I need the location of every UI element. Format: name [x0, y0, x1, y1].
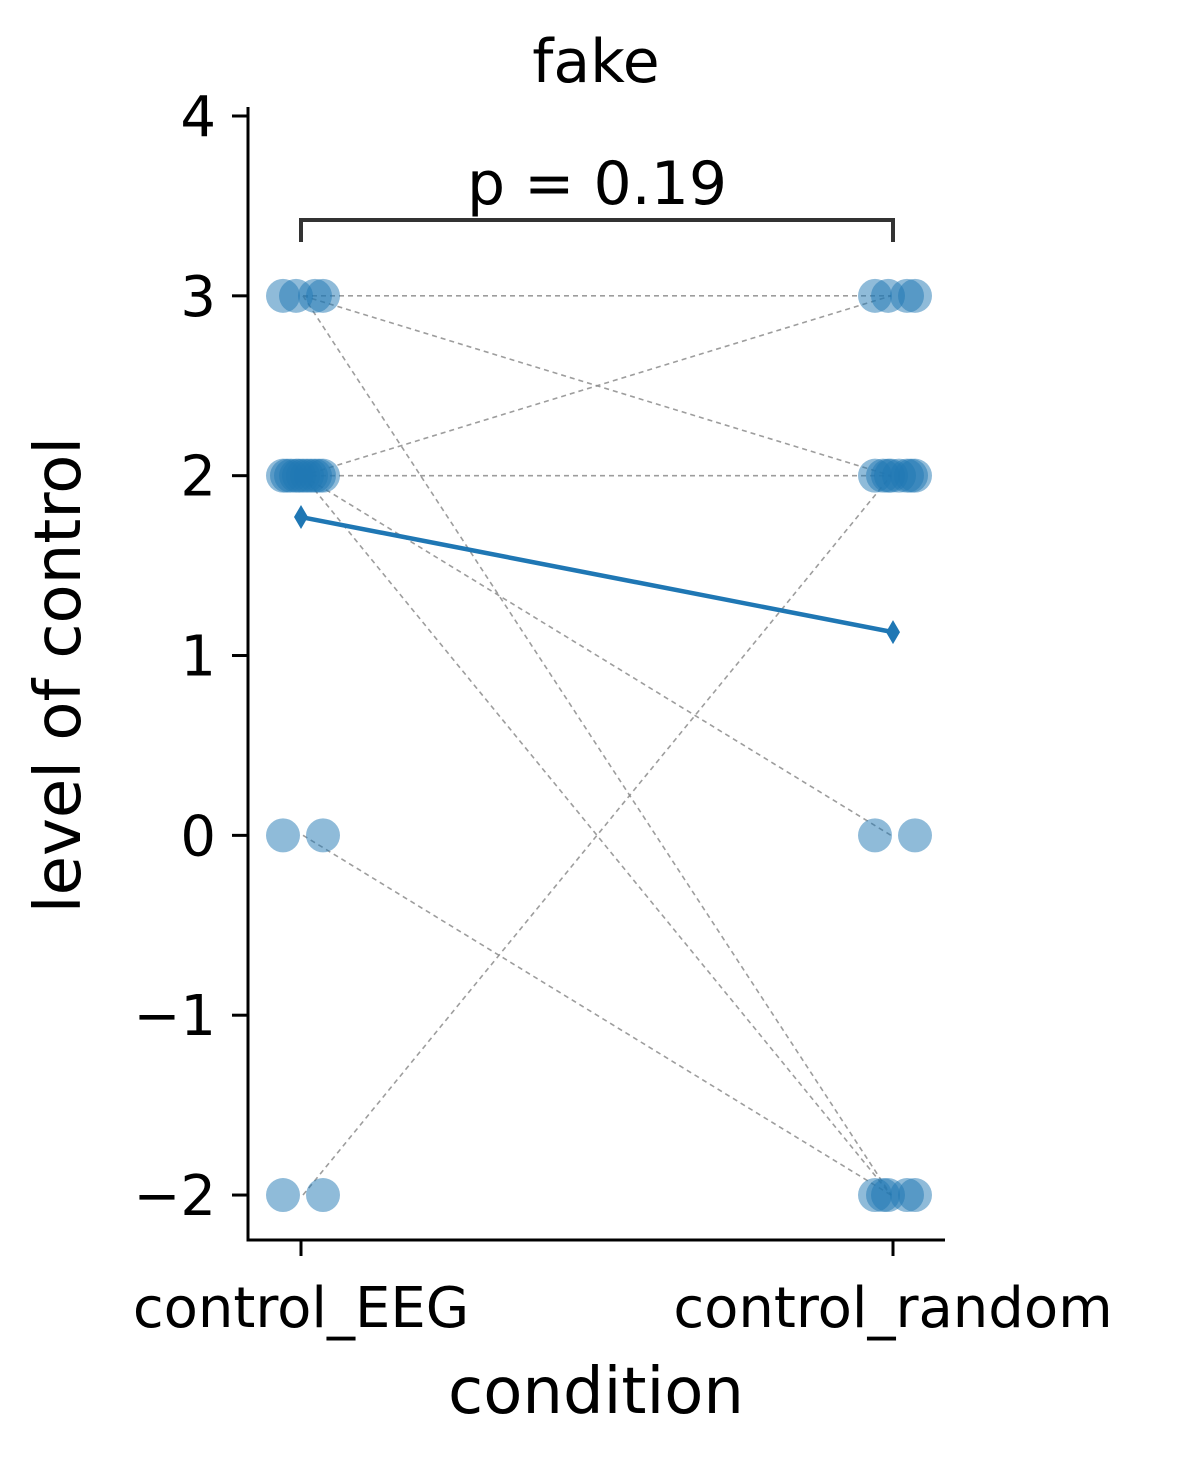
mean-line [300, 514, 894, 635]
y-tick-label: 4 [180, 85, 216, 150]
data-point [298, 278, 332, 313]
pair-line [302, 834, 892, 1196]
y-tick-label: −2 [133, 1164, 216, 1229]
pair-line [302, 295, 892, 1196]
data-point [286, 458, 320, 493]
y-tick-label: 3 [180, 265, 216, 330]
pair-line [302, 474, 892, 837]
data-points [266, 278, 932, 1213]
y-tick-label: −1 [133, 984, 216, 1049]
data-point [874, 458, 908, 493]
mean-marker [294, 505, 308, 530]
data-point [866, 1178, 900, 1213]
data-point [306, 1178, 340, 1213]
x-tick-label: control_random [673, 1276, 1112, 1341]
y-axis-label: level of control [22, 437, 96, 913]
data-point [898, 818, 932, 853]
significance-annotation: p = 0.19 [299, 149, 895, 242]
data-point [858, 818, 892, 853]
data-point [266, 1178, 300, 1213]
data-point [890, 278, 924, 313]
data-point [306, 818, 340, 853]
x-axis-label: condition [448, 1355, 744, 1429]
pair-line [302, 475, 892, 1196]
x-tick-label: control_EEG [133, 1276, 469, 1341]
significance-bracket [299, 218, 895, 242]
p-value-label: p = 0.19 [467, 149, 727, 219]
data-point [890, 1178, 924, 1213]
pair-line [302, 475, 892, 1196]
axes: 4 3 2 1 0 −1 −2 control_EEG control_random [133, 85, 1113, 1341]
pair-lines [302, 295, 892, 1196]
pair-line [302, 295, 892, 477]
y-tick-label: 0 [180, 804, 216, 869]
mean-marker [886, 620, 900, 645]
y-tick-label: 2 [180, 445, 216, 510]
y-tick-label: 1 [180, 625, 216, 690]
data-point [266, 818, 300, 853]
mean-line-group [294, 505, 900, 645]
chart-title: fake [532, 27, 659, 97]
